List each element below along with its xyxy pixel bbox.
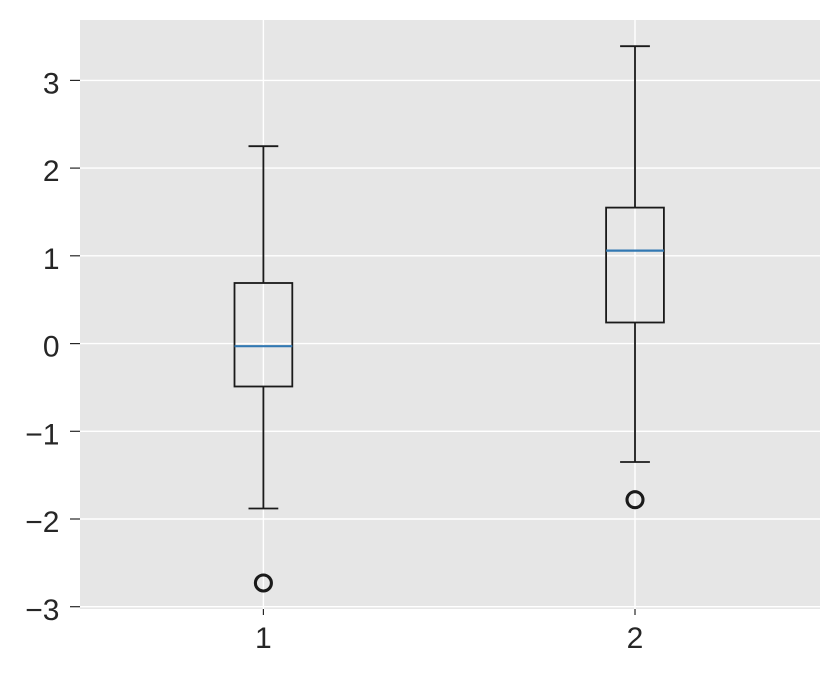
svg-text:−1: −1: [25, 418, 59, 451]
svg-text:−2: −2: [25, 506, 59, 539]
svg-text:0: 0: [43, 331, 60, 364]
svg-text:1: 1: [43, 243, 60, 276]
svg-text:1: 1: [255, 622, 272, 655]
svg-text:2: 2: [627, 622, 644, 655]
svg-text:3: 3: [43, 68, 60, 101]
svg-text:2: 2: [43, 155, 60, 188]
svg-text:−3: −3: [25, 594, 59, 627]
